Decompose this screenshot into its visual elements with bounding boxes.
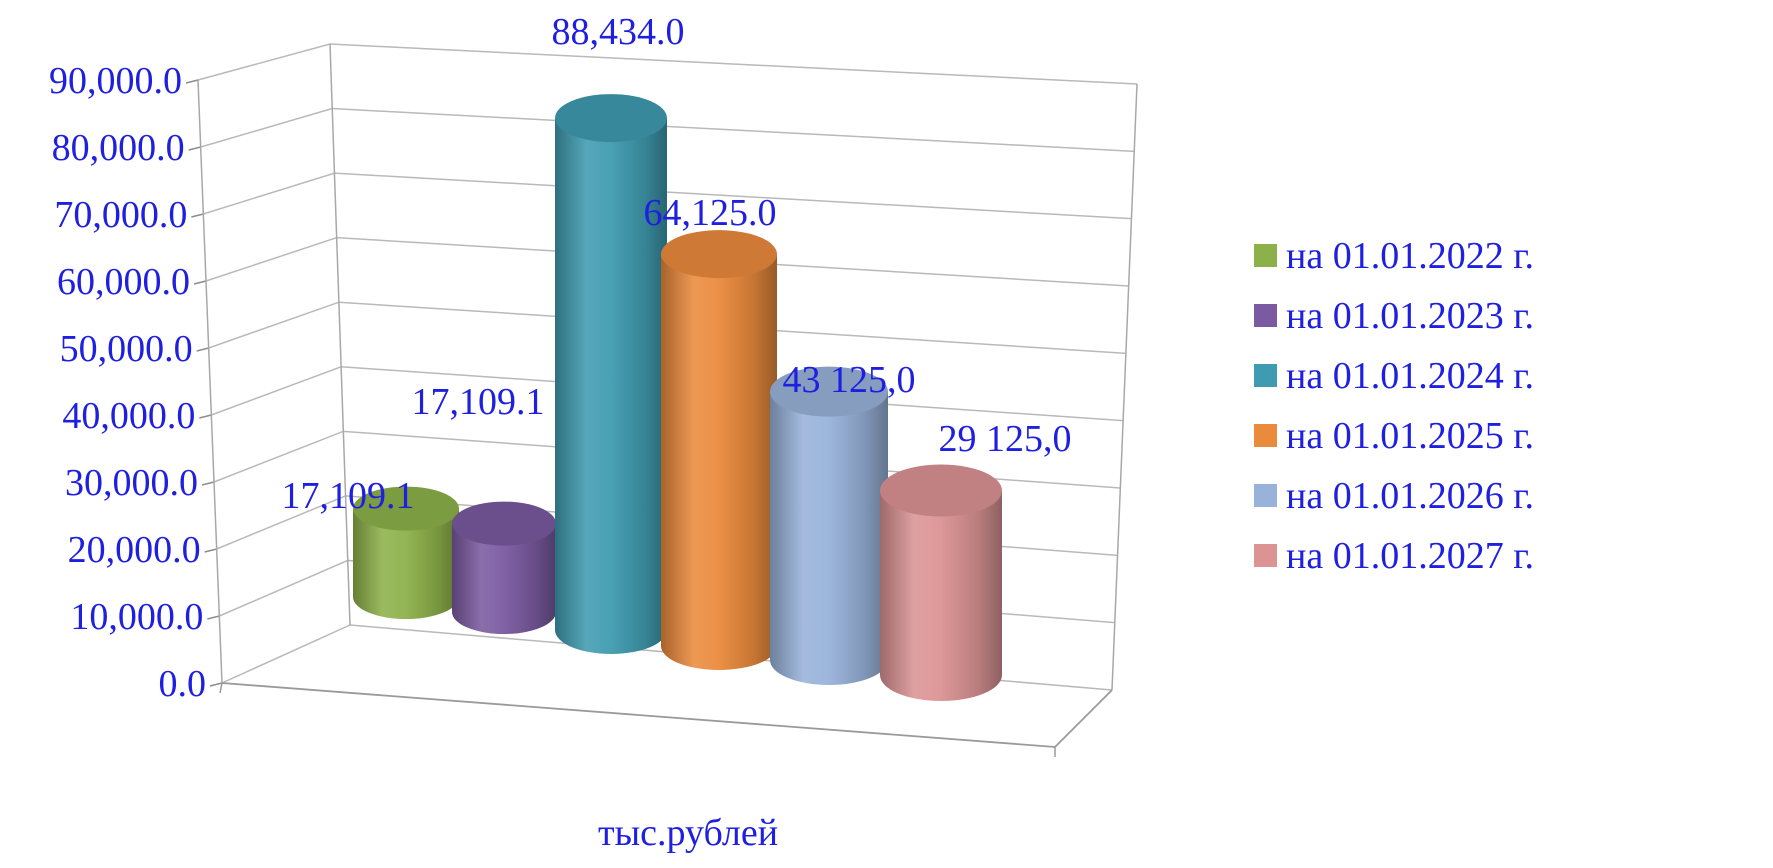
x-tick-mark [219, 682, 223, 694]
y-tick-label: 10,000.0 [70, 596, 203, 638]
legend: на 01.01.2022 г. на 01.01.2023 г. на 01.01… [1254, 235, 1534, 577]
data-labels: 17,109.1 17,109.1 88,434.0 64,125.0 43 125,0… [282, 11, 1072, 517]
data-label: 64,125.0 [644, 192, 777, 234]
y-tick-label: 60,000.0 [57, 261, 190, 303]
bar [555, 94, 667, 654]
wall-edge [1111, 83, 1138, 691]
wall-edge [329, 43, 351, 626]
y-tick-labels: 0.0 10,000.0 20,000.0 30,000.0 40,000.0 50,00… [49, 60, 206, 705]
y-tick-mark [204, 548, 217, 553]
y-tick-label: 80,000.0 [52, 127, 185, 169]
legend-label: на 01.01.2022 г. [1286, 235, 1534, 277]
bar [880, 464, 1002, 701]
legend-swatch [1254, 364, 1277, 387]
bar-body [880, 490, 1002, 701]
bar-body [353, 508, 459, 619]
y-tick-mark [201, 481, 215, 486]
legend-label: на 01.01.2023 г. [1286, 295, 1534, 337]
y-tick-mark [191, 213, 204, 218]
legend-item: на 01.01.2027 г. [1254, 535, 1534, 577]
y-tick-mark [209, 682, 223, 687]
legend-item: на 01.01.2026 г. [1254, 475, 1534, 517]
y-tick-label: 20,000.0 [68, 529, 201, 571]
legend-item: на 01.01.2024 г. [1254, 355, 1534, 397]
legend-swatch [1254, 304, 1277, 327]
bar-top [353, 486, 459, 531]
bar [452, 501, 556, 634]
legend-label: на 01.01.2025 г. [1286, 415, 1534, 457]
y-tick-mark [196, 347, 209, 352]
x-axis-label: тыс.рублей [598, 812, 778, 854]
legend-item: на 01.01.2022 г. [1254, 235, 1534, 277]
y-tick-mark [185, 79, 199, 84]
bar-top [555, 94, 667, 143]
data-label: 17,109.1 [412, 381, 545, 423]
bar [661, 230, 777, 670]
data-label: 17,109.1 [282, 475, 415, 517]
bar-top [661, 230, 777, 279]
legend-label: на 01.01.2027 г. [1286, 535, 1534, 577]
y-tick-label: 40,000.0 [62, 395, 195, 437]
bar [770, 366, 888, 685]
y-tick-mark [193, 280, 207, 285]
legend-swatch [1254, 244, 1277, 267]
y-tick-mark [199, 414, 212, 419]
bars [353, 94, 1002, 701]
y-tick-label: 50,000.0 [60, 328, 193, 370]
y-tick-mark [188, 146, 201, 151]
y-tick-label: 70,000.0 [54, 194, 187, 236]
y-tick-label: 0.0 [159, 663, 207, 705]
legend-item: на 01.01.2023 г. [1254, 295, 1534, 337]
legend-swatch [1254, 484, 1277, 507]
bar-top [770, 366, 888, 417]
legend-label: на 01.01.2024 г. [1286, 355, 1534, 397]
legend-swatch [1254, 544, 1277, 567]
y-tick-mark [207, 615, 220, 620]
data-label: 43 125,0 [783, 359, 916, 401]
bar-top [880, 464, 1002, 517]
bar-body [555, 118, 667, 654]
y-tick-label: 30,000.0 [65, 462, 198, 504]
legend-swatch [1254, 424, 1277, 447]
bar-top [452, 501, 556, 546]
gridline [200, 107, 1135, 153]
legend-item: на 01.01.2025 г. [1254, 415, 1534, 457]
data-label: 29 125,0 [939, 418, 1072, 460]
y-axis-line [197, 79, 223, 684]
legend-label: на 01.01.2026 г. [1286, 475, 1534, 517]
y-tick-label: 90,000.0 [49, 60, 182, 102]
bar [353, 486, 459, 619]
bar-body [661, 254, 777, 670]
bar-body [452, 523, 556, 634]
axes [185, 43, 1138, 757]
data-label: 88,434.0 [552, 11, 685, 53]
bar-body [770, 391, 888, 685]
